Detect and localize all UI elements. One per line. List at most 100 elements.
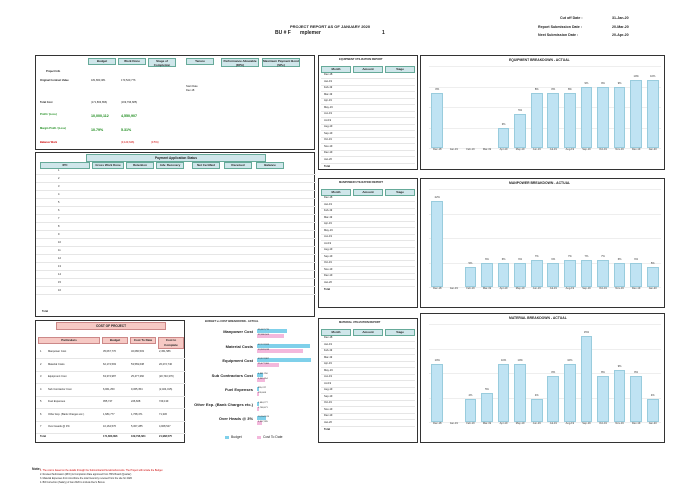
budget-bar-label: 35,067,770 [258,329,269,331]
cost-bar-label: 226,608 [258,392,266,394]
util-month: Jul-19 [324,118,332,122]
cost-row-todate: 226,608 [131,400,141,403]
x-tick-label: Aug-19 [565,287,575,290]
col-tenure: Tenure [186,58,214,65]
chart-bar [646,398,659,422]
x-tick-label: Feb-19 [466,287,475,290]
util-row: Jan-19 [321,343,415,349]
budget-chart-panel: BUDGET vs COST BREAKDOWN - ACTUAL Manpow… [187,320,315,443]
chart-bar [530,93,543,148]
util-row: Jul-19 [321,382,415,388]
budget-bar-label: 63,374,987 [258,358,269,360]
util-month: Oct-19 [324,261,332,264]
cost-bar-label: 32,080,503 [258,334,269,336]
chart-bar [580,259,593,287]
cost-bar [257,421,262,425]
bar-data-label: 10% [434,359,440,363]
util-total-label: Total [324,165,331,168]
cost-row-complete: (2,404,015) [159,387,173,391]
util-month: Aug-19 [324,248,333,251]
x-tick-label: Oct-19 [599,287,607,290]
grid-line [429,189,661,190]
equipment-chart-panel: EQUIPMENT BREAKDOWN - ACTUAL 8% Dec-18 Jan… [420,55,665,170]
util-col-header: %age [385,329,415,336]
util-month: Jan-19 [324,79,332,83]
cost-total-label: Total [40,435,47,438]
payment-title: Payment Application Status [86,154,266,162]
cost-rows: 1 Manpower Cost 35,067,770 32,080,503 2,451,… [36,347,186,437]
chart-bar [646,267,659,287]
ipc-row: 14 [36,273,316,279]
ipc-number: 11 [58,249,61,252]
bar-data-label: 8% [551,88,556,92]
util-month: Jul-19 [324,381,332,385]
row-done: 173,520,776 [121,79,136,82]
cost-bar [257,363,279,367]
grid-line [429,86,661,88]
col-dpa: Performance Allowable (DPA) [221,58,259,67]
util-col-header: %age [385,189,415,196]
equipment-chart-title: EQUIPMENT BREAKDOWN - ACTUAL [509,58,570,62]
project-info-label: Project Info [46,70,61,73]
util-row: Oct-19 [321,401,415,407]
x-tick-label: Oct-19 [599,422,607,425]
cost-bar [257,348,303,353]
bar-data-label: 6% [617,258,622,262]
row-done: 4,550,907 [121,114,137,118]
row-budget: 10.79% [91,128,104,132]
x-tick-label: Mar-19 [482,422,492,425]
grid-line [429,127,661,129]
util-row: Mar-19 [321,93,415,99]
legend-budget-label: Budget [231,435,242,439]
equip-util-body: Month Amount %age Dec-18 Jan-19 Feb-19 Mar-19 A… [321,66,415,168]
chart-bar [630,375,642,422]
util-row: Dec-19 [321,274,415,280]
x-tick-label: Dec-18 [433,287,442,290]
ipc-row: 5 [36,201,316,207]
start-date-value: Dec-18 [186,89,195,92]
manpower-util-panel: MANPOWER UTILIZATION REPORT Month Amount%… [318,178,418,308]
util-row: Jun-19 [321,235,415,241]
x-tick-label: Jun-19 [532,287,541,290]
cost-row-budget: 62,174,593 [103,362,116,366]
grid-line [429,324,661,325]
x-tick-label: Jan-19 [449,287,458,290]
row-label: Total Cost [40,101,53,104]
util-month: Dec-18 [324,73,333,76]
cost-row-todate: 53,569,638 [131,362,144,366]
util-month: Jun-19 [324,235,332,238]
grid-line [429,238,661,239]
util-row: Sep-19 [321,255,415,261]
util-month: Sep-19 [324,254,333,258]
row-done: (169,796,685) [121,101,138,104]
row-stage: (0.5%) [151,141,159,144]
chart-bar [564,259,576,287]
util-month: Aug-19 [324,125,333,128]
util-row: Dec-19 [321,151,415,157]
chart-bar [497,364,510,422]
material-chart: 10% Dec-18 Jan-19 4% Feb-19 5% Mar-19 10% Apr-19… [429,324,661,432]
util-row: Jun-19 [321,375,415,381]
util-row: May-19 [321,369,415,375]
manpower-chart: 22% Dec-18 Jan-19 5% Feb-19 6% Mar-19 6% Apr-19 6… [429,189,661,297]
util-month: Mar-19 [324,355,333,359]
chart-bar [530,259,543,287]
cost-bar-label: 53,569,638 [258,348,269,351]
cost-row-budget: 10,164,576 [103,425,116,428]
grid-line [429,66,661,67]
bar-data-label: 5% [485,388,489,392]
x-tick-label: Dec-19 [631,287,641,290]
util-month: May-19 [324,228,333,232]
cost-bar-label: 5,307,285 [258,421,268,423]
x-tick-label: Aug-19 [565,422,575,425]
x-tick-label: Dec-18 [433,148,442,151]
cost-col-budget: Budget [102,337,128,344]
util-month: Nov-19 [324,267,333,271]
util-month: Oct-19 [324,401,332,404]
util-row: Aug-19 [321,125,415,131]
bar-data-label: 3% [501,122,506,126]
util-month: Jul-19 [324,241,332,245]
pay-col-ipc: IPC [40,162,90,169]
budget-bar [257,343,310,348]
cost-row-number: 7 [40,425,42,428]
